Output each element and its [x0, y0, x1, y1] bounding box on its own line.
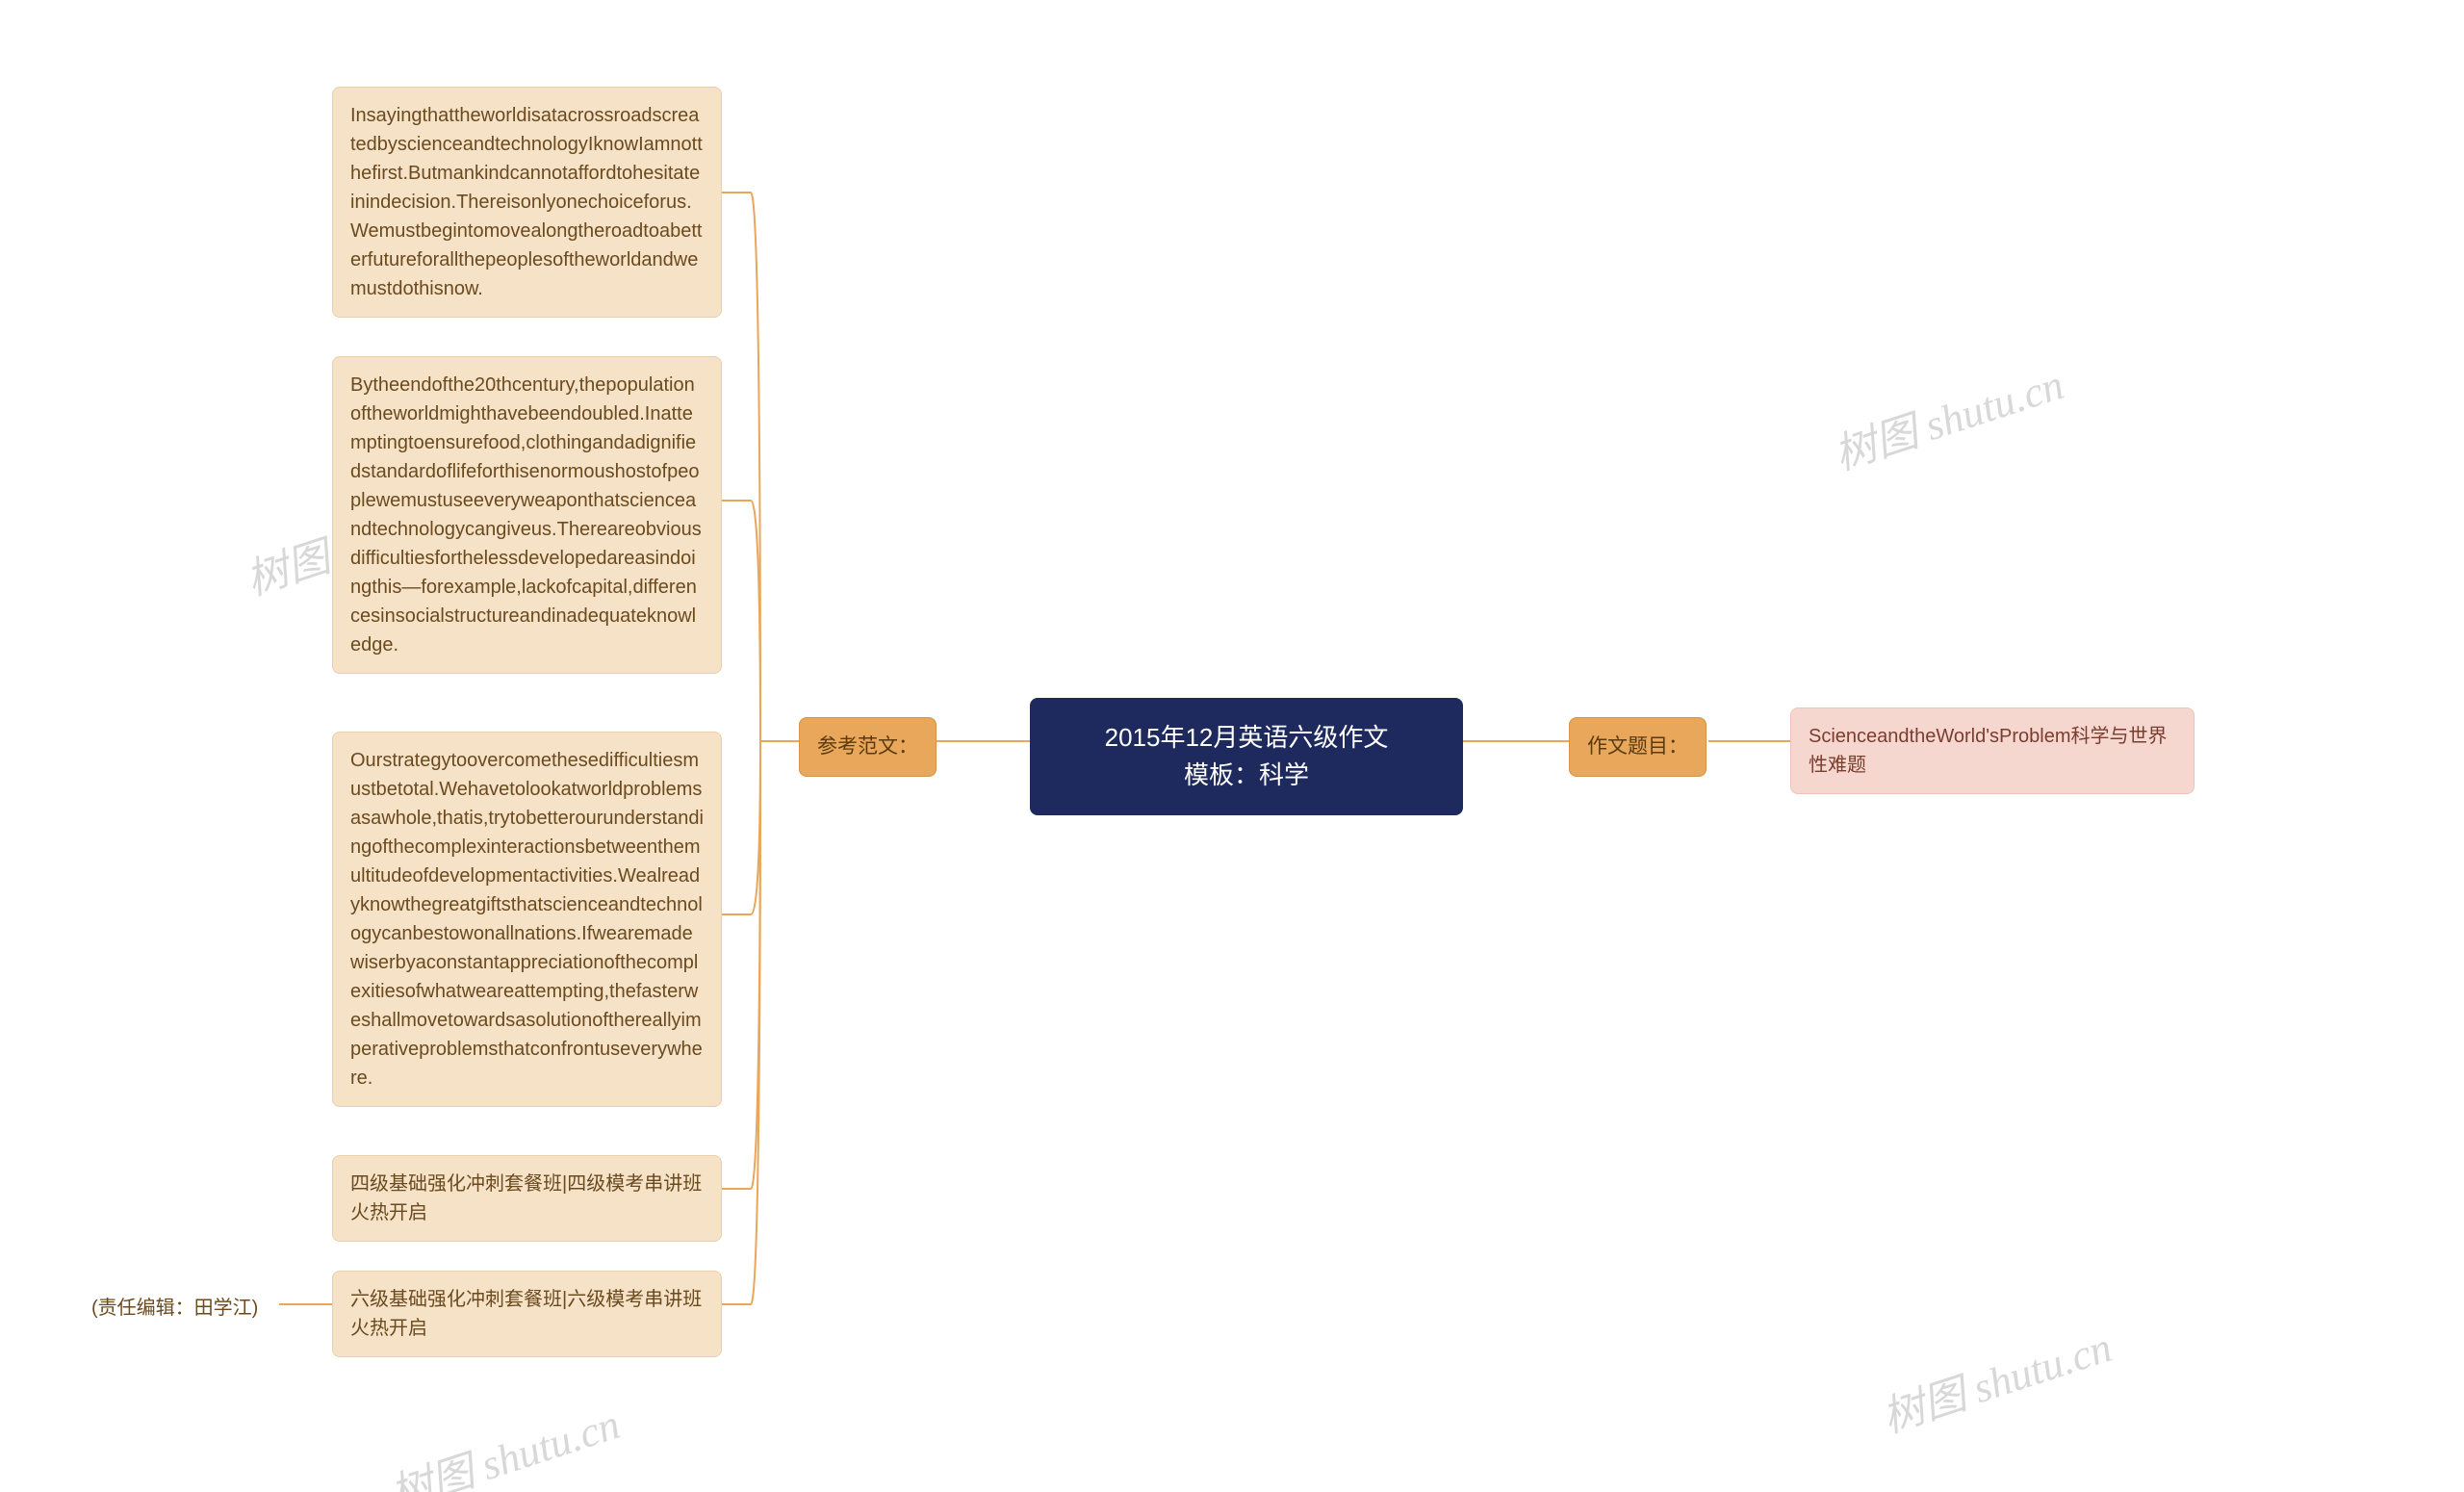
watermark: 树图 shutu.cn — [1873, 1312, 2118, 1444]
left-branch-label[interactable]: 参考范文： — [799, 717, 937, 777]
left-child-3[interactable]: Ourstrategytoovercomethesedifficultiesmu… — [332, 732, 722, 1107]
left-child-4[interactable]: 四级基础强化冲刺套餐班|四级模考串讲班火热开启 — [332, 1155, 722, 1242]
root-title-line2: 模板：科学 — [1055, 757, 1438, 794]
left-child-2[interactable]: Bytheendofthe20thcentury,thepopulationof… — [332, 356, 722, 674]
editor-credit: (责任编辑：田学江) — [91, 1292, 258, 1320]
watermark: 树图 shutu.cn — [1825, 349, 2070, 481]
left-child-5[interactable]: 六级基础强化冲刺套餐班|六级模考串讲班火热开启 — [332, 1271, 722, 1357]
watermark: 树图 shutu.cn — [381, 1389, 627, 1492]
left-child-1[interactable]: Insayingthattheworldisatacrossroadscreat… — [332, 87, 722, 318]
right-branch-label[interactable]: 作文题目： — [1569, 717, 1707, 777]
root-title-line1: 2015年12月英语六级作文 — [1055, 719, 1438, 757]
root-node[interactable]: 2015年12月英语六级作文 模板：科学 — [1030, 698, 1463, 815]
right-child-1[interactable]: ScienceandtheWorld'sProblem科学与世界性难题 — [1790, 707, 2194, 794]
